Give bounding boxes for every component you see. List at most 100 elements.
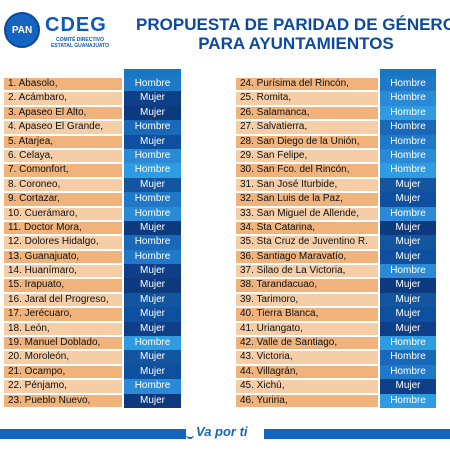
gender-cell: Hombre xyxy=(380,364,436,380)
municipality-name: 45. Xichú, xyxy=(236,380,378,393)
municipality-name: 6. Celaya, xyxy=(4,149,122,163)
gender-cell: Hombre xyxy=(380,134,436,149)
gender-cell: Mujer xyxy=(124,364,181,380)
municipality-name: 38. Tarandacuao, xyxy=(236,279,378,292)
municipality-name: 36. Santiago Maravatío, xyxy=(236,250,378,264)
gender-cell: Mujer xyxy=(380,307,436,322)
municipality-name: 9. Cortazar, xyxy=(4,193,122,206)
gender-cell: Mujer xyxy=(380,220,436,236)
municipality-name: 34. Sta Catarina, xyxy=(236,221,378,235)
gender-cell: Mujer xyxy=(380,249,436,265)
gender-cell: Hombre xyxy=(124,192,181,207)
pan-logo: PAN xyxy=(4,12,40,48)
municipality-name: 2. Acámbaro, xyxy=(4,92,122,105)
title-line1: PROPUESTA DE PARIDAD DE GÉNERO xyxy=(136,15,450,34)
municipality-name: 35. Sta Cruz de Juventino R. xyxy=(236,236,378,249)
municipality-name: 21. Ocampo, xyxy=(4,365,122,379)
municipality-name: 18. León, xyxy=(4,322,122,336)
gender-cell: Hombre xyxy=(124,163,181,178)
gender-cell: Hombre xyxy=(380,393,436,408)
municipality-name: 3. Apaseo El Alto, xyxy=(4,106,122,120)
municipality-name: 19. Manuel Doblado, xyxy=(4,337,122,350)
municipality-name: 24. Purísima del Rincón, xyxy=(236,78,378,91)
gender-cell: Hombre xyxy=(380,91,436,106)
municipality-name: 46. Yuriria, xyxy=(236,394,378,407)
municipality-name: 7. Comonfort, xyxy=(4,164,122,177)
footer-bar-left xyxy=(0,429,186,439)
municipality-name: 12. Dolores Hidalgo, xyxy=(4,236,122,249)
gender-cell: Mujer xyxy=(124,220,181,236)
org-subtitle: COMITÉ DIRECTIVO ESTATAL GUANAJUATO xyxy=(45,37,115,49)
org-subtitle-line2: ESTATAL GUANAJUATO xyxy=(50,43,110,49)
municipality-name: 27. Salvatierra, xyxy=(236,121,378,134)
gender-cell: Hombre xyxy=(380,264,436,279)
gender-cell: Mujer xyxy=(124,321,181,337)
gender-cell: Mujer xyxy=(124,278,181,293)
gender-cell: Hombre xyxy=(380,77,436,92)
municipality-name: 16. Jaral del Progreso, xyxy=(4,293,122,307)
gender-cell: Mujer xyxy=(124,91,181,106)
gender-cell: Mujer xyxy=(124,264,181,279)
gender-cell: Mujer xyxy=(380,292,436,308)
gender-cell: Mujer xyxy=(380,321,436,337)
gender-cell: Mujer xyxy=(380,192,436,207)
gender-cell: Hombre xyxy=(380,336,436,351)
gender-cell: Hombre xyxy=(124,148,181,164)
gender-cell: Mujer xyxy=(124,177,181,193)
municipality-name: 41. Uriangato, xyxy=(236,322,378,336)
gender-cell: Hombre xyxy=(124,379,181,394)
gender-cell: Mujer xyxy=(124,393,181,408)
gender-cell: Mujer xyxy=(124,307,181,322)
municipality-name: 22. Pénjamo, xyxy=(4,380,122,393)
footer-slogan: Va por ti xyxy=(196,424,248,439)
footer-bar-right xyxy=(264,429,450,439)
header: PAN CDEG COMITÉ DIRECTIVO ESTATAL GUANAJ… xyxy=(0,0,450,68)
gender-cell: Mujer xyxy=(380,235,436,250)
org-name: CDEG xyxy=(45,14,107,36)
municipality-name: 14. Huanímaro, xyxy=(4,265,122,278)
municipality-name: 29. San Felipe, xyxy=(236,149,378,163)
gender-header-bar xyxy=(380,69,436,77)
gender-cell: Hombre xyxy=(380,206,436,221)
municipality-name: 25. Romita, xyxy=(236,92,378,105)
gender-cell: Mujer xyxy=(380,379,436,394)
municipality-name: 23. Pueblo Nuevo, xyxy=(4,394,122,407)
municipality-name: 44. Villagrán, xyxy=(236,365,378,379)
municipality-name: 30. San Fco. del Rincón, xyxy=(236,164,378,177)
gender-cell: Hombre xyxy=(124,77,181,92)
gender-cell: Mujer xyxy=(380,278,436,293)
municipality-name: 4. Apaseo El Grande, xyxy=(4,121,122,134)
gender-cell: Hombre xyxy=(380,105,436,121)
footer-swirl-icon xyxy=(186,431,194,439)
municipality-name: 15. Irapuato, xyxy=(4,279,122,292)
municipality-name: 10. Cuerámaro, xyxy=(4,207,122,220)
gender-cell: Mujer xyxy=(124,292,181,308)
pan-logo-text: PAN xyxy=(11,24,33,36)
title-line2: PARA AYUNTAMIENTOS xyxy=(198,34,394,53)
municipality-name: 20. Moroleón, xyxy=(4,351,122,364)
gender-cell: Hombre xyxy=(124,235,181,250)
gender-cell: Hombre xyxy=(380,120,436,135)
municipality-name: 33. San Miguel de Allende, xyxy=(236,207,378,220)
gender-cell: Hombre xyxy=(124,120,181,135)
gender-cell: Mujer xyxy=(124,105,181,121)
municipality-name: 13. Guanajuato, xyxy=(4,250,122,264)
municipality-name: 37. Silao de La Victoria, xyxy=(236,265,378,278)
municipality-name: 1. Abasolo, xyxy=(4,78,122,91)
municipality-name: 39. Tarimoro, xyxy=(236,293,378,307)
gender-cell: Hombre xyxy=(380,350,436,365)
municipality-name: 42. Valle de Santiago, xyxy=(236,337,378,350)
municipality-name: 8. Coroneo, xyxy=(4,178,122,192)
org-subtitle-line1: COMITÉ DIRECTIVO xyxy=(55,37,105,43)
gender-cell: Mujer xyxy=(124,134,181,149)
gender-cell: Hombre xyxy=(124,336,181,351)
gender-cell: Hombre xyxy=(124,206,181,221)
gender-header-bar xyxy=(124,69,181,77)
gender-cell: Mujer xyxy=(380,177,436,193)
gender-cell: Hombre xyxy=(124,249,181,265)
gender-cell: Mujer xyxy=(124,350,181,365)
municipality-name: 40. Tierra Blanca, xyxy=(236,308,378,321)
municipality-name: 32. San Luis de la Paz, xyxy=(236,193,378,206)
municipality-name: 26. Salamanca, xyxy=(236,106,378,120)
municipality-name: 31. San José Iturbide, xyxy=(236,178,378,192)
